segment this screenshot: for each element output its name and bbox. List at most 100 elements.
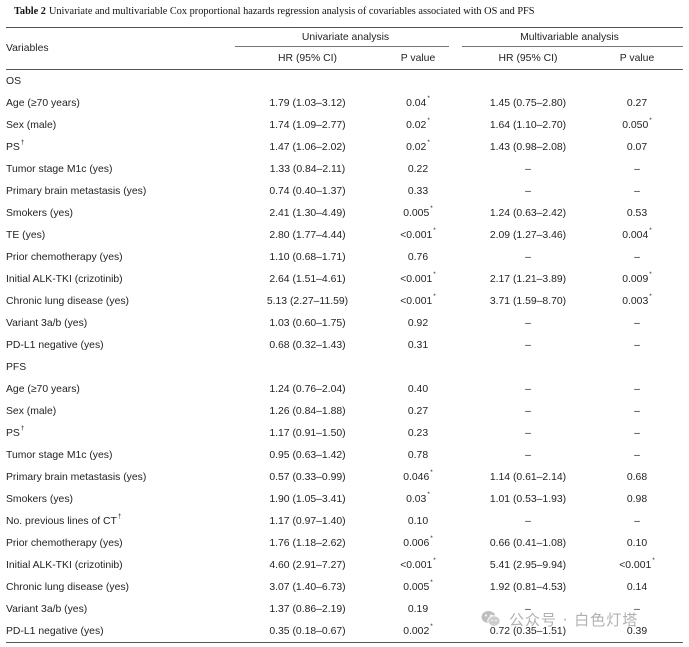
variable-cell: PS† (6, 425, 25, 439)
multivariable-hr-cell: – (525, 383, 531, 395)
multivariable-p-cell: – (634, 317, 640, 329)
multivariable-p-cell: 0.98 (626, 493, 648, 505)
empty-cell (600, 70, 683, 93)
multivariable-p-cell: 0.003* (622, 293, 652, 307)
significance-mark: * (430, 469, 433, 477)
univariate-hr-cell: 1.74 (1.09–2.77) (269, 119, 346, 131)
multivariable-hr-header: HR (95% CI) (456, 47, 600, 70)
univariate-group-header: Univariate analysis (235, 28, 456, 47)
significance-mark: * (649, 271, 652, 279)
empty-cell (600, 356, 683, 378)
empty-cell (235, 356, 380, 378)
univariate-hr-cell: 1.47 (1.06–2.02) (269, 141, 346, 153)
univariate-p-cell: 0.006* (403, 535, 433, 549)
multivariable-hr-cell: 2.09 (1.27–3.46) (489, 229, 567, 241)
variable-cell: Sex (male) (6, 405, 57, 417)
univariate-hr-cell: 1.37 (0.86–2.19) (269, 603, 346, 615)
table-row: Tumor stage M1c (yes) 1.33 (0.84–2.11) 0.2… (6, 158, 683, 180)
univariate-hr-cell: 1.24 (0.76–2.04) (269, 383, 346, 395)
variable-cell: TE (yes) (6, 229, 46, 241)
univariate-hr-cell: 1.26 (0.84–1.88) (269, 405, 346, 417)
table-row: Primary brain metastasis (yes) 0.74 (0.40… (6, 180, 683, 202)
multivariable-p-cell: 0.39 (626, 625, 648, 637)
univariate-hr-cell: 0.57 (0.33–0.99) (269, 471, 346, 483)
table-row: PS† 1.47 (1.06–2.02) 0.02* 1.43 (0.98–2.08)… (6, 136, 683, 158)
results-table: Variables Univariate analysis Multivaria… (6, 27, 684, 643)
multivariable-hr-cell: 0.66 (0.41–1.08) (489, 537, 567, 549)
variable-cell: Variant 3a/b (yes) (6, 603, 88, 615)
empty-cell (456, 70, 600, 93)
univariate-p-cell: 0.27 (407, 405, 429, 417)
table-header: Variables Univariate analysis Multivaria… (6, 27, 684, 70)
footnote-mark: † (117, 513, 122, 521)
variable-cell: Primary brain metastasis (yes) (6, 471, 147, 483)
multivariable-hr-cell: 1.64 (1.10–2.70) (489, 119, 567, 131)
significance-mark: * (649, 227, 652, 235)
multivariable-hr-cell: – (525, 427, 531, 439)
empty-cell (380, 356, 456, 378)
table-row: Chronic lung disease (yes) 5.13 (2.27–11.… (6, 290, 683, 312)
multivariable-hr-cell: – (525, 515, 531, 527)
univariate-p-cell: 0.19 (407, 603, 429, 615)
univariate-hr-cell: 0.68 (0.32–1.43) (269, 339, 346, 351)
univariate-p-cell: 0.02* (406, 117, 430, 131)
significance-mark: * (430, 579, 433, 587)
table-row: Prior chemotherapy (yes) 1.10 (0.68–1.71)… (6, 246, 683, 268)
univariate-hr-cell: 2.41 (1.30–4.49) (269, 207, 346, 219)
multivariable-rule (462, 46, 684, 47)
multivariable-p-cell: 0.68 (626, 471, 648, 483)
table-row: Variant 3a/b (yes) 1.03 (0.60–1.75) 0.92 – – (6, 312, 683, 334)
multivariable-hr-cell: – (525, 339, 531, 351)
section-label: PFS (6, 361, 27, 373)
multivariable-p-cell: – (634, 427, 640, 439)
multivariable-p-cell: – (634, 185, 640, 197)
multivariable-hr-cell: 1.24 (0.63–2.42) (489, 207, 567, 219)
multivariable-hr-cell: – (525, 603, 531, 615)
significance-mark: * (430, 535, 433, 543)
univariate-p-cell: 0.02* (406, 139, 430, 153)
table-row: Tumor stage M1c (yes) 0.95 (0.63–1.42) 0.7… (6, 444, 683, 466)
univariate-hr-cell: 2.80 (1.77–4.44) (269, 229, 346, 241)
significance-mark: * (649, 117, 652, 125)
multivariable-hr-cell: 1.45 (0.75–2.80) (489, 97, 567, 109)
variable-cell: Chronic lung disease (yes) (6, 295, 130, 307)
variable-cell: Sex (male) (6, 119, 57, 131)
table-row: Sex (male) 1.74 (1.09–2.77) 0.02* 1.64 (1.1… (6, 114, 683, 136)
multivariable-p-cell: 0.14 (626, 581, 648, 593)
multivariable-hr-cell: 2.17 (1.21–3.89) (489, 273, 567, 285)
multivariable-p-cell: – (634, 603, 640, 615)
univariate-p-cell: 0.40 (407, 383, 429, 395)
univariate-hr-cell: 3.07 (1.40–6.73) (269, 581, 346, 593)
multivariable-p-cell: 0.53 (626, 207, 648, 219)
multivariable-hr-cell: 1.92 (0.81–4.53) (489, 581, 567, 593)
variable-cell: PD-L1 negative (yes) (6, 625, 104, 637)
multivariable-label: Multivariable analysis (520, 32, 619, 43)
multivariable-p-cell: – (634, 339, 640, 351)
univariate-hr-cell: 2.64 (1.51–4.61) (269, 273, 346, 285)
variable-cell: Tumor stage M1c (yes) (6, 163, 113, 175)
univariate-p-cell: 0.002* (403, 623, 433, 637)
multivariable-hr-cell: – (525, 163, 531, 175)
multivariable-p-cell: 0.07 (626, 141, 648, 153)
footnote-mark: † (20, 139, 25, 147)
table-number: Table 2 (14, 6, 46, 17)
univariate-p-cell: 0.04* (406, 95, 430, 109)
multivariable-hr-cell: – (525, 317, 531, 329)
significance-mark: * (649, 293, 652, 301)
table-row: PD-L1 negative (yes) 0.68 (0.32–1.43) 0.31… (6, 334, 683, 356)
variable-cell: Initial ALK-TKI (crizotinib) (6, 559, 123, 571)
significance-mark: * (427, 117, 430, 125)
univariate-p-cell: 0.005* (403, 579, 433, 593)
univariate-p-cell: <0.001* (400, 293, 436, 307)
univariate-hr-header: HR (95% CI) (235, 47, 380, 70)
univariate-rule (235, 46, 449, 47)
univariate-hr-cell: 1.03 (0.60–1.75) (269, 317, 346, 329)
univariate-hr-cell: 1.79 (1.03–3.12) (269, 97, 346, 109)
variable-cell: No. previous lines of CT† (6, 513, 122, 527)
footnote-mark: † (20, 425, 25, 433)
multivariable-hr-cell: 1.14 (0.61–2.14) (489, 471, 567, 483)
table-row: Age (≥70 years) 1.24 (0.76–2.04) 0.40 – – (6, 378, 683, 400)
univariate-p-cell: <0.001* (400, 271, 436, 285)
table-row: Initial ALK-TKI (crizotinib) 2.64 (1.51–4… (6, 268, 683, 290)
significance-mark: * (430, 623, 433, 631)
